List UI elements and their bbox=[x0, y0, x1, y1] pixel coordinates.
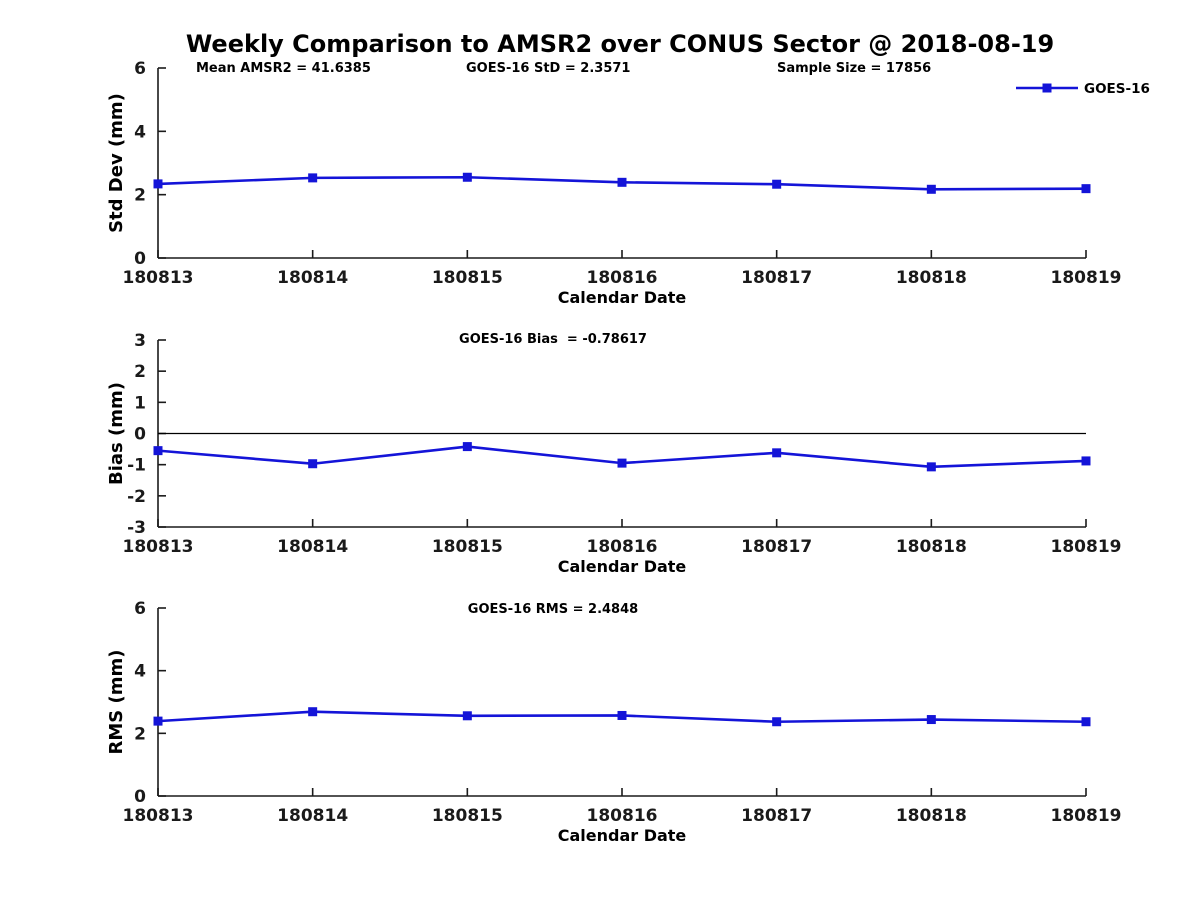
data-point-marker bbox=[308, 707, 318, 717]
y-tick-label: 0 bbox=[134, 249, 146, 269]
x-tick-label: 180814 bbox=[277, 537, 348, 557]
x-axis-title: Calendar Date bbox=[558, 557, 687, 576]
y-tick-label: 2 bbox=[134, 362, 146, 382]
y-tick-label: 0 bbox=[134, 425, 146, 445]
subplot-rms: 0 2 4 6 180813 180814 180815 180816 180817 180818… bbox=[106, 599, 1121, 845]
data-point-marker bbox=[926, 462, 936, 472]
figure-title: Weekly Comparison to AMSR2 over CONUS Se… bbox=[186, 30, 1054, 58]
y-tick-label: 2 bbox=[134, 724, 146, 744]
y-tick-label: 4 bbox=[134, 122, 146, 142]
x-tick-label: 180819 bbox=[1051, 537, 1122, 557]
annotation-text: GOES-16 StD = 2.3571 bbox=[466, 61, 630, 76]
data-point-marker bbox=[462, 442, 472, 452]
data-point-marker bbox=[1081, 717, 1091, 727]
annotation-text: Sample Size = 17856 bbox=[777, 61, 931, 76]
x-tick-label: 180816 bbox=[587, 268, 658, 288]
annotation-text: Mean AMSR2 = 41.6385 bbox=[196, 61, 371, 76]
x-tick-label: 180817 bbox=[741, 537, 812, 557]
x-axis-title: Calendar Date bbox=[558, 288, 687, 307]
y-axis-title: Bias (mm) bbox=[106, 382, 127, 485]
data-point-marker bbox=[462, 172, 472, 182]
data-point-marker bbox=[926, 715, 936, 725]
y-axis-title: Std Dev (mm) bbox=[106, 93, 127, 233]
y-tick-label: -1 bbox=[127, 456, 146, 476]
y-tick-label: 6 bbox=[134, 599, 146, 619]
x-tick-label: 180815 bbox=[432, 537, 503, 557]
x-tick-label: 180817 bbox=[741, 268, 812, 288]
x-tick-label: 180819 bbox=[1051, 806, 1122, 826]
x-tick-label: 180818 bbox=[896, 268, 967, 288]
x-tick-label: 180816 bbox=[587, 537, 658, 557]
x-tick-label: 180816 bbox=[587, 806, 658, 826]
legend-label: GOES-16 bbox=[1084, 81, 1150, 97]
data-point-marker bbox=[153, 716, 163, 726]
x-tick-label: 180814 bbox=[277, 268, 348, 288]
y-tick-label: 1 bbox=[134, 393, 146, 413]
data-point-marker bbox=[462, 711, 472, 721]
x-tick-label: 180818 bbox=[896, 806, 967, 826]
y-tick-label: 0 bbox=[134, 787, 146, 807]
subplot-stddev: 0 2 4 6 180813 180814 180815 180816 180817 180818… bbox=[106, 59, 1121, 307]
y-tick-label: -2 bbox=[127, 487, 146, 507]
subplot-title: GOES-16 RMS = 2.4848 bbox=[468, 602, 638, 617]
x-tick-label: 180813 bbox=[123, 268, 194, 288]
data-point-marker bbox=[1081, 184, 1091, 194]
y-tick-label: 3 bbox=[134, 331, 146, 351]
y-tick-label: 4 bbox=[134, 662, 146, 682]
legend-marker bbox=[1042, 83, 1052, 93]
data-point-marker bbox=[772, 448, 782, 458]
x-tick-label: 180818 bbox=[896, 537, 967, 557]
y-tick-label: 6 bbox=[134, 59, 146, 79]
subplot-bias: -3 -2 -1 0 1 2 3 180813 180814 180815 180816 180817… bbox=[106, 331, 1121, 576]
x-tick-label: 180813 bbox=[123, 806, 194, 826]
y-axis-title: RMS (mm) bbox=[106, 650, 127, 755]
data-point-marker bbox=[308, 459, 318, 469]
data-point-marker bbox=[772, 717, 782, 727]
data-point-marker bbox=[772, 179, 782, 189]
data-point-marker bbox=[617, 458, 627, 468]
x-tick-label: 180815 bbox=[432, 806, 503, 826]
x-axis-title: Calendar Date bbox=[558, 826, 687, 845]
y-tick-label: -3 bbox=[127, 518, 146, 538]
data-point-marker bbox=[153, 179, 163, 189]
data-point-marker bbox=[617, 177, 627, 187]
legend: GOES-16 bbox=[1016, 81, 1150, 97]
x-tick-label: 180819 bbox=[1051, 268, 1122, 288]
x-tick-label: 180817 bbox=[741, 806, 812, 826]
data-point-marker bbox=[1081, 456, 1091, 466]
y-tick-label: 2 bbox=[134, 186, 146, 206]
data-point-marker bbox=[308, 173, 318, 183]
data-point-marker bbox=[153, 446, 163, 456]
data-point-marker bbox=[926, 184, 936, 194]
x-tick-label: 180815 bbox=[432, 268, 503, 288]
data-point-marker bbox=[617, 710, 627, 720]
x-tick-label: 180813 bbox=[123, 537, 194, 557]
x-tick-label: 180814 bbox=[277, 806, 348, 826]
subplot-title: GOES-16 Bias = -0.78617 bbox=[459, 332, 647, 347]
